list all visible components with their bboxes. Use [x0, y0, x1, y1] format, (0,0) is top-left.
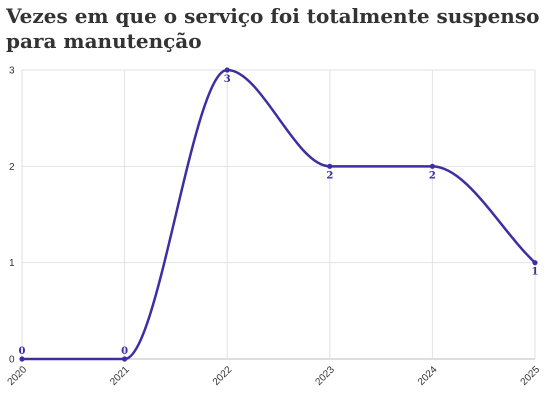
data-point: [429, 163, 435, 169]
data-label: 2: [429, 170, 436, 181]
x-tick-label: 2023: [313, 364, 337, 388]
y-tick-label: 1: [9, 258, 15, 269]
data-point: [19, 356, 25, 362]
data-label: 0: [19, 346, 26, 357]
x-tick-label: 2020: [6, 364, 30, 388]
chart-title: Vezes em que o serviço foi totalmente su…: [6, 4, 540, 53]
data-point: [532, 260, 538, 266]
data-point: [327, 163, 333, 169]
y-tick-label: 3: [9, 66, 15, 77]
data-labels: 0 0 3 2 2 1: [19, 74, 539, 357]
data-label: 0: [121, 346, 128, 357]
x-axis: 2020 2021 2022 2023 2024 2025: [6, 364, 543, 388]
x-tick-label: 2022: [211, 364, 235, 388]
grid-lines: [21, 69, 536, 360]
data-point: [122, 356, 128, 362]
data-points: [19, 67, 538, 362]
series-line: [22, 68, 536, 361]
y-axis: 0 1 2 3: [9, 66, 15, 366]
x-tick-label: 2024: [416, 364, 440, 388]
x-tick-label: 2025: [519, 364, 543, 388]
data-label: 3: [224, 74, 231, 85]
data-label: 1: [532, 267, 539, 278]
data-point: [224, 67, 230, 73]
x-tick-label: 2021: [108, 364, 132, 388]
y-tick-label: 0: [9, 355, 15, 366]
y-tick-label: 2: [9, 162, 15, 173]
data-label: 2: [326, 170, 333, 181]
